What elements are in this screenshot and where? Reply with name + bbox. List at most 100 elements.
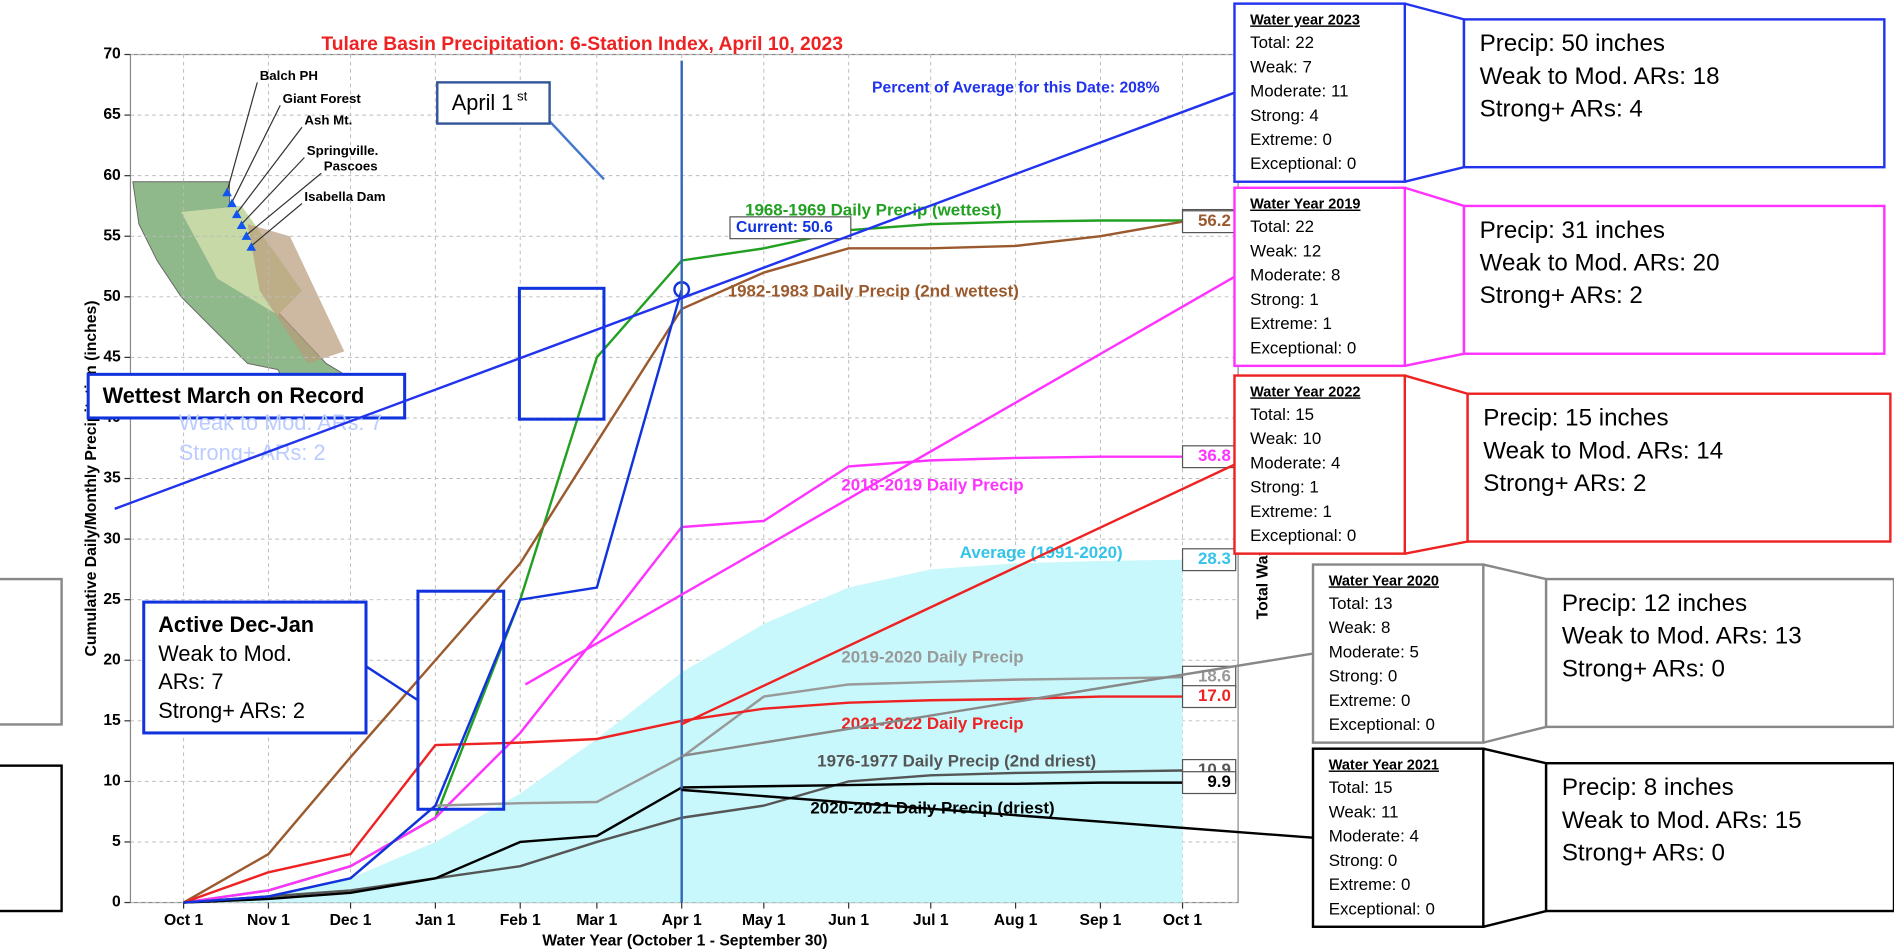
x-tick-label: Nov 1: [247, 912, 290, 929]
end-label: 17.0: [1198, 686, 1231, 705]
year-line: Moderate: 8: [1250, 266, 1340, 285]
year-line: Total: 15: [1250, 405, 1314, 424]
year-summary: Strong+ ARs: 0: [1562, 839, 1725, 866]
year-line: Moderate: 4: [1329, 827, 1419, 846]
year-line: Moderate: 4: [1250, 453, 1340, 472]
station-label: Springville.: [307, 143, 379, 158]
y-tick-label: 50: [103, 288, 121, 305]
y-tick-label: 45: [103, 349, 121, 366]
year-line: Extreme: 0: [1250, 130, 1332, 149]
x-tick-label: Oct 1: [1163, 912, 1203, 929]
year-line: Strong: 1: [1250, 290, 1319, 309]
year-summary: Precip: 50 inches: [1480, 30, 1665, 57]
x-tick-label: Oct 1: [164, 912, 204, 929]
year-title: Water Year 2021: [1329, 757, 1439, 773]
end-label: 28.3: [1198, 549, 1231, 568]
end-label: 36.8: [1198, 446, 1231, 465]
x-tick-label: Mar 1: [576, 912, 617, 929]
note-text: Weak to Mod. ARs: 7: [179, 410, 383, 435]
year-line: Total: 22: [1250, 217, 1314, 236]
year-line: Extreme: 0: [1329, 875, 1411, 894]
end-label: 9.9: [1207, 772, 1230, 791]
current-label: Current: 50.6: [736, 219, 833, 236]
callout-text: st: [517, 88, 528, 103]
year-line: Weak: 8: [1329, 618, 1391, 637]
y-tick-label: 30: [103, 530, 121, 547]
year-line: Exceptional: 0: [1250, 338, 1356, 357]
x-tick-label: Jan 1: [415, 912, 455, 929]
x-tick-label: Jun 1: [828, 912, 869, 929]
year-summary: Precip: 31 inches: [1480, 217, 1665, 244]
year-title: Water Year 2019: [1250, 197, 1360, 213]
note-text: ARs: 7: [158, 669, 223, 694]
year-summary: Precip: 8 inches: [1562, 774, 1734, 801]
x-tick-label: Jul 1: [913, 912, 949, 929]
year-summary: Strong+ ARs: 2: [1483, 470, 1646, 497]
year-summary: Strong+ ARs: 2: [1480, 282, 1643, 309]
year-line: Moderate: 5: [1329, 642, 1419, 661]
year-line: Exceptional: 0: [1329, 899, 1435, 918]
note-title: Wettest March on Record: [103, 383, 365, 408]
chart: Tulare Basin Precipitation: 6-Station In…: [0, 0, 1894, 951]
year-line: Weak: 11: [1329, 802, 1399, 821]
series-label: 2021-2022 Daily Precip: [841, 714, 1023, 733]
year-summary: Precip: 12 inches: [1562, 590, 1747, 617]
year-title: Water Year 2020: [1329, 573, 1439, 589]
x-tick-label: Dec 1: [330, 912, 372, 929]
year-line: Extreme: 0: [1329, 691, 1411, 710]
year-summary: Precip: 15 inches: [1483, 405, 1668, 432]
year-line: Strong: 4: [1250, 106, 1319, 125]
y-tick-label: 65: [103, 106, 121, 123]
year-line: Exceptional: 0: [1250, 154, 1356, 173]
year-line: Extreme: 1: [1250, 314, 1332, 333]
year-line: Weak: 10: [1250, 429, 1321, 448]
y-tick-label: 10: [103, 773, 121, 790]
callout-text: April 1: [452, 90, 514, 115]
year-line: Extreme: 1: [1250, 502, 1332, 521]
note-title: Active Dec-Jan: [158, 612, 314, 637]
series-label: 1976-1977 Daily Precip (2nd driest): [817, 751, 1096, 770]
year-line: Strong: 0: [1329, 851, 1398, 870]
note-text: Strong+ ARs: 2: [179, 440, 326, 465]
series-label: 1982-1983 Daily Precip (2nd wettest): [728, 281, 1019, 300]
year-summary: Strong+ ARs: 4: [1480, 96, 1643, 123]
station-label: Giant Forest: [283, 91, 362, 106]
year-title: Water year 2023: [1250, 12, 1360, 28]
y-tick-label: 20: [103, 651, 121, 668]
station-label: Ash Mt.: [304, 113, 352, 128]
note-text: Weak to Mod.: [158, 641, 292, 666]
year-summary: Strong+ ARs: 0: [1562, 655, 1725, 682]
x-tick-label: May 1: [742, 912, 786, 929]
year-line: Exceptional: 0: [1329, 715, 1435, 734]
year-line: Total: 15: [1329, 778, 1393, 797]
y-tick-label: 60: [103, 167, 121, 184]
year-line: Strong: 1: [1250, 478, 1319, 497]
note-text: Strong+ ARs: 2: [158, 698, 305, 723]
y-tick-label: 15: [103, 712, 121, 729]
series-label: 2019-2020 Daily Precip: [841, 647, 1023, 666]
year-line: Moderate: 11: [1250, 82, 1348, 101]
station-label: Pascoes: [324, 159, 378, 174]
year-summary: Weak to Mod. ARs: 13: [1562, 623, 1802, 650]
x-tick-label: Aug 1: [994, 912, 1038, 929]
year-line: Exceptional: 0: [1250, 526, 1356, 545]
year-summary: Weak to Mod. ARs: 15: [1562, 807, 1802, 834]
chart-title: Tulare Basin Precipitation: 6-Station In…: [321, 33, 843, 55]
year-title: Water Year 2022: [1250, 384, 1360, 400]
station-label: Balch PH: [260, 68, 318, 83]
year-line: Total: 22: [1250, 33, 1314, 52]
year-line: Weak: 7: [1250, 57, 1312, 76]
year-line: Weak: 12: [1250, 241, 1321, 260]
year-line: Total: 13: [1329, 594, 1393, 613]
series-label: 2018-2019 Daily Precip: [841, 475, 1023, 494]
station-label: Isabella Dam: [304, 189, 385, 204]
year-line: Strong: 0: [1329, 667, 1398, 686]
x-tick-label: Sep 1: [1079, 912, 1121, 929]
y-axis-label: Cumulative Daily/Monthly Precipitation (…: [83, 301, 100, 657]
year-summary: Weak to Mod. ARs: 20: [1480, 249, 1720, 276]
year-summary: Weak to Mod. ARs: 18: [1480, 63, 1720, 90]
end-label: 56.2: [1198, 211, 1231, 230]
y-tick-label: 25: [103, 591, 121, 608]
y-tick-label: 5: [112, 833, 121, 850]
y-tick-label: 55: [103, 227, 121, 244]
